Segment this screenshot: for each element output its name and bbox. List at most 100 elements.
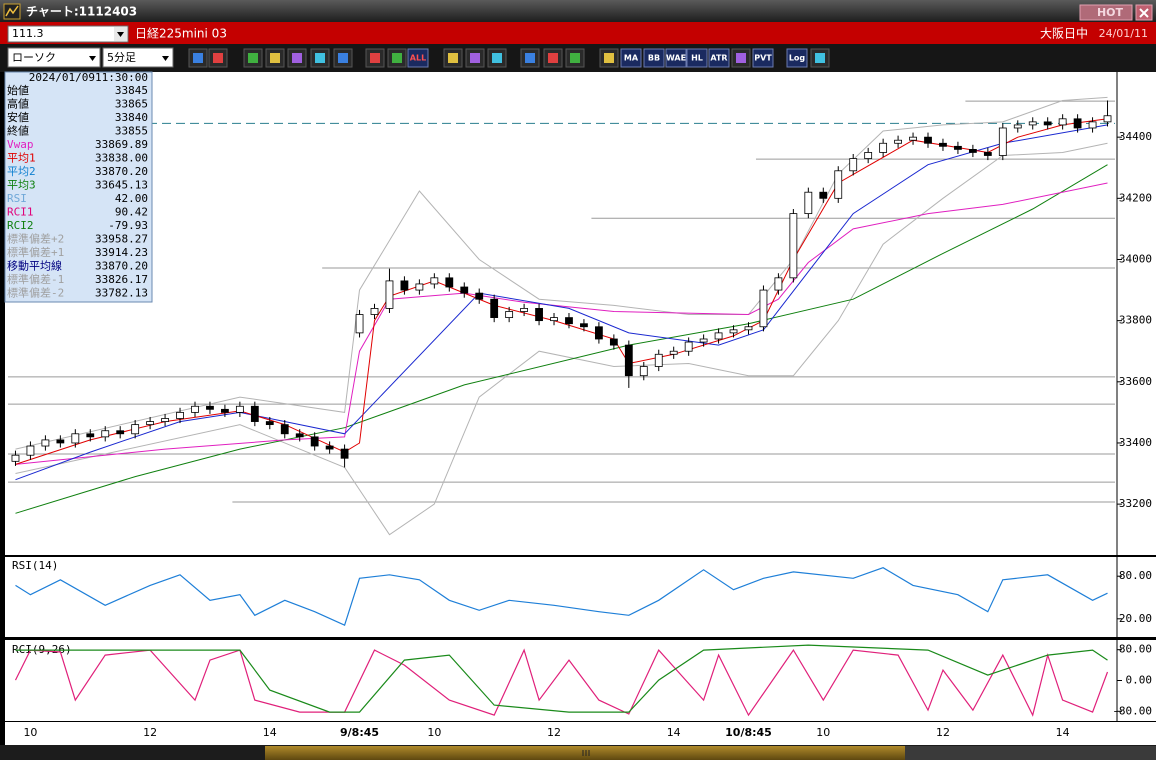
header-date: 24/01/11 [1099,27,1148,40]
candle-body [295,433,304,438]
tool-glyph [548,53,558,63]
x-tick-label: 10 [427,726,441,739]
y-tick-label: 0.00 [1126,674,1153,687]
candle-body [400,280,409,291]
candle-body [939,142,947,147]
tool-button[interactable] [665,48,687,68]
info-value: 33855 [115,125,148,138]
tool-glyph [604,53,614,63]
indicator-line [15,567,1108,627]
info-value: 33782.13 [95,287,148,300]
candle-body [1073,118,1082,129]
tool-label[interactable]: WAE [666,54,686,63]
close-icon [1139,8,1149,18]
info-value: 33865 [115,98,148,111]
tool-glyph [292,53,302,63]
candle-body [11,454,20,462]
info-date: 2024/01/09 [29,71,95,84]
info-value: 33645.13 [95,179,148,192]
candle-body [849,158,858,172]
pane-title: RSI(14) [12,559,58,572]
candle-body [924,136,932,144]
candle-body [879,142,888,153]
tool-glyph [392,53,402,63]
info-label: 高値 [7,97,29,111]
tool-button[interactable] [643,48,665,68]
dropdown-arrow [89,56,96,61]
chart-type-dropdown[interactable] [7,47,101,68]
hot-button[interactable] [1079,4,1133,21]
candle-body [191,405,199,413]
indicator-line [14,648,1109,717]
info-label: 標準偏差+1 [7,245,64,259]
candle-body [699,338,708,343]
candle-body [550,317,558,322]
candle-body [325,445,334,450]
candle-body [1013,124,1022,129]
scroll-track [905,746,1156,760]
info-value: -79.93 [108,219,148,232]
tool-label[interactable]: HL [691,54,703,63]
candle-body [909,136,917,141]
candle-body [490,298,499,318]
info-label: 始値 [7,83,29,97]
candle-body [834,170,843,199]
y-tick-label: 80.00 [1119,569,1152,582]
tool-label[interactable]: Log [789,54,806,63]
window-title: チャート:1112403 [26,5,137,19]
hot-label[interactable]: HOT [1097,6,1124,19]
info-label: 標準偏差-1 [7,272,64,286]
candle-body [116,430,125,435]
tool-button[interactable] [708,48,730,68]
tool-label[interactable]: ATR [710,54,727,63]
plot: 34400 34200 34000 33800 33600 33400 33200 10 12 1… [8,96,1153,739]
info-label: 標準偏差+2 [7,232,64,246]
scroll-thumb[interactable] [265,746,905,760]
candle-body [535,308,543,322]
tool-button[interactable] [786,48,808,68]
candle-body [221,408,229,413]
dropdown-arrow [117,32,124,37]
info-label: RSI [7,192,27,205]
symbol-dropdown[interactable] [7,25,129,43]
tool-button[interactable] [752,48,774,68]
interval-dropdown[interactable] [102,47,174,68]
info-value: 33840 [115,111,148,124]
y-tick-label: 20.00 [1119,612,1152,625]
y-tick-label: 33600 [1119,375,1152,388]
candle-body [310,436,319,447]
candle-body [1043,121,1052,126]
rci-pane [5,640,1156,721]
candle-body [609,338,618,346]
tool-label[interactable]: MA [624,54,639,63]
info-label: Vwap [7,138,34,151]
tool-button[interactable] [407,48,429,68]
indicator-line [15,96,1108,450]
candle-body [594,326,603,340]
info-label: 平均1 [7,152,36,165]
tool-label[interactable]: PVT [754,54,772,63]
tool-button[interactable] [686,48,708,68]
y-tick-label: 33200 [1119,497,1152,510]
candle-body [460,286,469,294]
tool-glyph [270,53,280,63]
candle-body [146,421,155,426]
info-panel: 2024/01/09 11:30:00 始値 33845 高値 33865 安値 3384… [4,71,153,303]
tool-label[interactable]: BB [648,54,660,63]
tool-glyph [448,53,458,63]
candle-body [654,353,663,367]
candle-body [714,332,723,340]
tool-label[interactable]: ALL [410,54,426,63]
tool-glyph [248,53,258,63]
candle-body [864,152,873,159]
tool-button[interactable] [620,48,642,68]
candle-body [789,213,798,279]
scroll-grip [582,750,590,756]
info-value: 33870.20 [95,260,148,273]
candle-body [355,314,364,334]
candle-body [624,344,633,377]
info-value: 33845 [115,84,148,97]
info-label: 終値 [7,124,29,138]
tool-glyph [525,53,535,63]
